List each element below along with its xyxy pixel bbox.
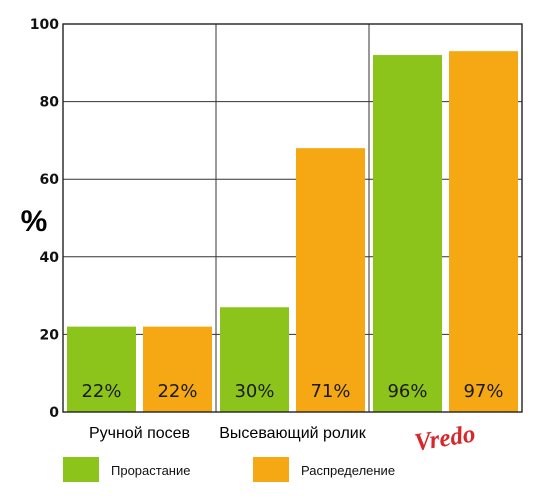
bar [67,326,136,412]
y-tick-label: 40 [40,250,60,266]
y-tick-label: 60 [40,172,60,188]
y-tick-label: 80 [40,95,60,111]
bar-value-label: 97% [463,381,503,402]
vredo-logo: Vredo [413,420,478,456]
y-tick-label: 20 [40,327,60,343]
bar-labels: 22% 22% 30% 71% 96% 97% [81,381,503,402]
bar [143,326,212,412]
bar [296,148,365,412]
bar-value-label: 71% [310,381,350,402]
bar [449,51,518,412]
bar-value-label: 30% [234,381,274,402]
y-axis-label: % [21,205,48,238]
grid [63,24,522,412]
legend-label: Распределение [301,463,395,478]
y-tick-label: 100 [30,17,59,33]
bar-value-label: 22% [81,381,121,402]
plot-frame [62,23,523,413]
bar [373,55,442,412]
y-tick-label: 0 [49,405,59,421]
bars [67,51,518,412]
logo-text: Vredo [413,420,478,456]
legend-swatch [63,457,99,482]
category-label: Ручной посев [89,425,190,442]
legend: Прорастание Распределение [63,457,395,482]
legend-swatch [253,457,289,482]
bar-value-label: 22% [157,381,197,402]
y-tick-labels: 0 20 40 60 80 100 [30,17,59,421]
legend-label: Прорастание [111,463,190,478]
plot-border [62,23,523,413]
category-labels: Ручной посев Высевающий ролик [89,425,367,442]
bar [220,307,289,412]
category-label: Высевающий ролик [219,425,366,442]
bar-value-label: 96% [387,381,427,402]
